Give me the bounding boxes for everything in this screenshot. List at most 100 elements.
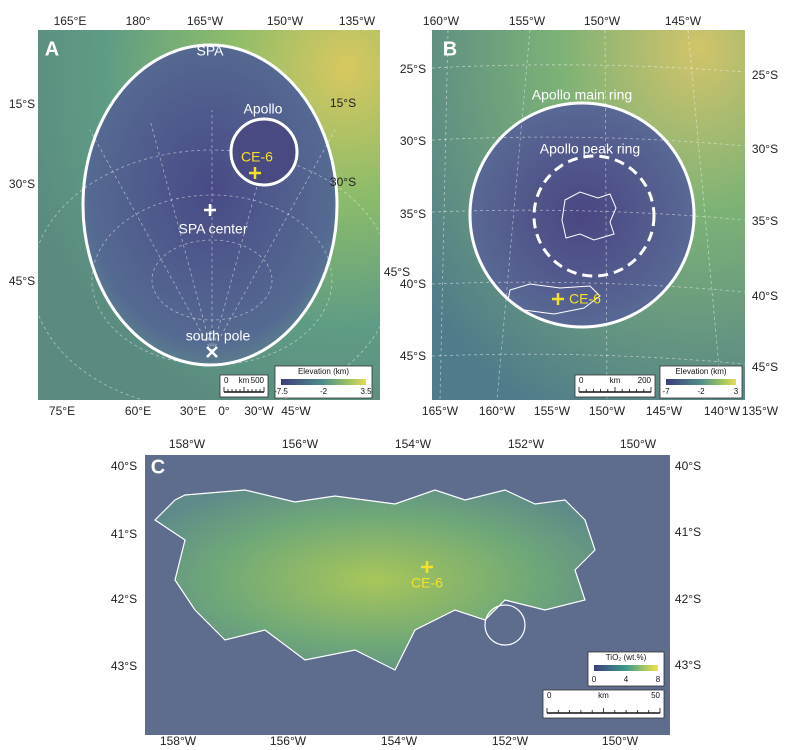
bottom-coordinate-label: 30°E (180, 404, 206, 418)
panel-label: B (443, 38, 457, 60)
annotation: SPA (197, 43, 225, 59)
legend-tick-label: -7.5 (274, 387, 288, 396)
top-coordinate-label: 135°W (339, 14, 376, 28)
legend-title: TiO₂ (wt.%) (606, 653, 647, 662)
bottom-coordinate-label: 152°W (492, 734, 529, 748)
left-coordinate-label: 42°S (111, 592, 137, 606)
bottom-coordinate-label: 0° (218, 404, 230, 418)
top-coordinate-label: 150°W (584, 14, 621, 28)
ce6-marker (552, 293, 564, 305)
left-coordinate-label: 15°S (9, 97, 35, 111)
bottom-coordinate-label: 75°E (49, 404, 75, 418)
legend-tick-label: 8 (656, 675, 661, 684)
bottom-coordinate-label: 30°W (244, 404, 274, 418)
bottom-coordinate-label: 150°W (602, 734, 639, 748)
south-pole-marker (206, 346, 218, 358)
legend-title: Elevation (km) (298, 367, 349, 376)
legend-tick-label: -2 (697, 387, 705, 396)
bottom-coordinate-label: 150°W (589, 404, 626, 418)
legend-tick-label: -7 (662, 387, 670, 396)
mare-outline (561, 191, 617, 241)
bottom-coordinate-label: 45°W (281, 404, 311, 418)
left-coordinate-label: 40°S (400, 277, 426, 291)
top-coordinate-label: 160°W (423, 14, 460, 28)
annotation: Apollo (244, 101, 283, 117)
panel-label: C (151, 456, 165, 478)
right-coordinate-label: 45°S (384, 265, 410, 279)
bottom-coordinate-label: 154°W (381, 734, 418, 748)
legend-tick-label: 3 (734, 387, 739, 396)
bottom-coordinate-label: 156°W (270, 734, 307, 748)
legend-title: Elevation (km) (675, 367, 726, 376)
scale-bar-label: 0 (547, 691, 552, 700)
scale-bar-label: km (610, 376, 621, 385)
left-coordinate-label: 45°S (400, 349, 426, 363)
legend-tick-label: 3.5 (360, 387, 372, 396)
bottom-coordinate-label: 158°W (160, 734, 197, 748)
right-coordinate-label: 45°S (752, 360, 778, 374)
top-coordinate-label: 165°W (187, 14, 224, 28)
top-coordinate-label: 155°W (509, 14, 546, 28)
right-coordinate-label: 40°S (752, 289, 778, 303)
colorbar (666, 379, 736, 385)
main-ring (468, 101, 696, 329)
mare-unit (154, 489, 596, 671)
apollo-ring (229, 117, 299, 187)
scale-bar-label: 0 (579, 376, 584, 385)
mare-outline (507, 283, 601, 315)
spa-ring (81, 43, 339, 367)
graticule (431, 29, 746, 401)
bottom-coordinate-label: 140°W (704, 404, 741, 418)
peak-ring (532, 154, 656, 278)
right-coordinate-label: 42°S (675, 592, 701, 606)
scale-bar-label: km (598, 691, 609, 700)
bottom-coordinate-label: 135°W (742, 404, 779, 418)
left-coordinate-label: 30°S (400, 134, 426, 148)
top-coordinate-label: 150°W (620, 437, 657, 451)
left-coordinate-label: 30°S (9, 177, 35, 191)
legend-tick-label: 0 (592, 675, 597, 684)
ce6-marker (421, 561, 433, 573)
left-coordinate-label: 40°S (111, 459, 137, 473)
annotation: Apollo main ring (532, 87, 632, 103)
scale-bar-label: 0 (224, 376, 229, 385)
annotation: CE-6 (569, 291, 601, 307)
top-coordinate-label: 165°E (54, 14, 87, 28)
left-coordinate-label: 25°S (400, 62, 426, 76)
bottom-coordinate-label: 165°W (422, 404, 459, 418)
crater-outline (484, 604, 526, 646)
top-coordinate-label: 154°W (395, 437, 432, 451)
annotation: south pole (186, 328, 251, 344)
ce6-marker (249, 167, 261, 179)
top-coordinate-label: 152°W (508, 437, 545, 451)
bottom-coordinate-label: 145°W (646, 404, 683, 418)
annotation: SPA center (178, 221, 247, 237)
graticule (31, 110, 393, 411)
right-coordinate-label: 35°S (752, 214, 778, 228)
spa-center-marker (204, 204, 216, 216)
right-coordinate-label: 41°S (675, 525, 701, 539)
top-coordinate-label: 150°W (267, 14, 304, 28)
bottom-coordinate-label: 160°W (479, 404, 516, 418)
left-coordinate-label: 43°S (111, 659, 137, 673)
annotation: CE-6 (411, 575, 443, 591)
annotation: Apollo peak ring (540, 141, 640, 157)
scale-bar-label: km (239, 376, 250, 385)
scale-bar-label: 500 (251, 376, 265, 385)
colorbar (594, 665, 658, 671)
legend-tick-label: -2 (320, 387, 328, 396)
top-coordinate-label: 145°W (665, 14, 702, 28)
legend-tick-label: 4 (624, 675, 629, 684)
right-coordinate-label: 30°S (330, 175, 356, 189)
scale-bar-label: 50 (651, 691, 660, 700)
bottom-coordinate-label: 155°W (534, 404, 571, 418)
right-coordinate-label: 40°S (675, 459, 701, 473)
right-coordinate-label: 25°S (752, 68, 778, 82)
apollo-basin (470, 103, 694, 327)
annotation: CE-6 (241, 149, 273, 165)
top-coordinate-label: 180° (126, 14, 151, 28)
right-coordinate-label: 43°S (675, 658, 701, 672)
panel-label: A (45, 38, 59, 60)
scale-bar-label: 200 (638, 376, 652, 385)
